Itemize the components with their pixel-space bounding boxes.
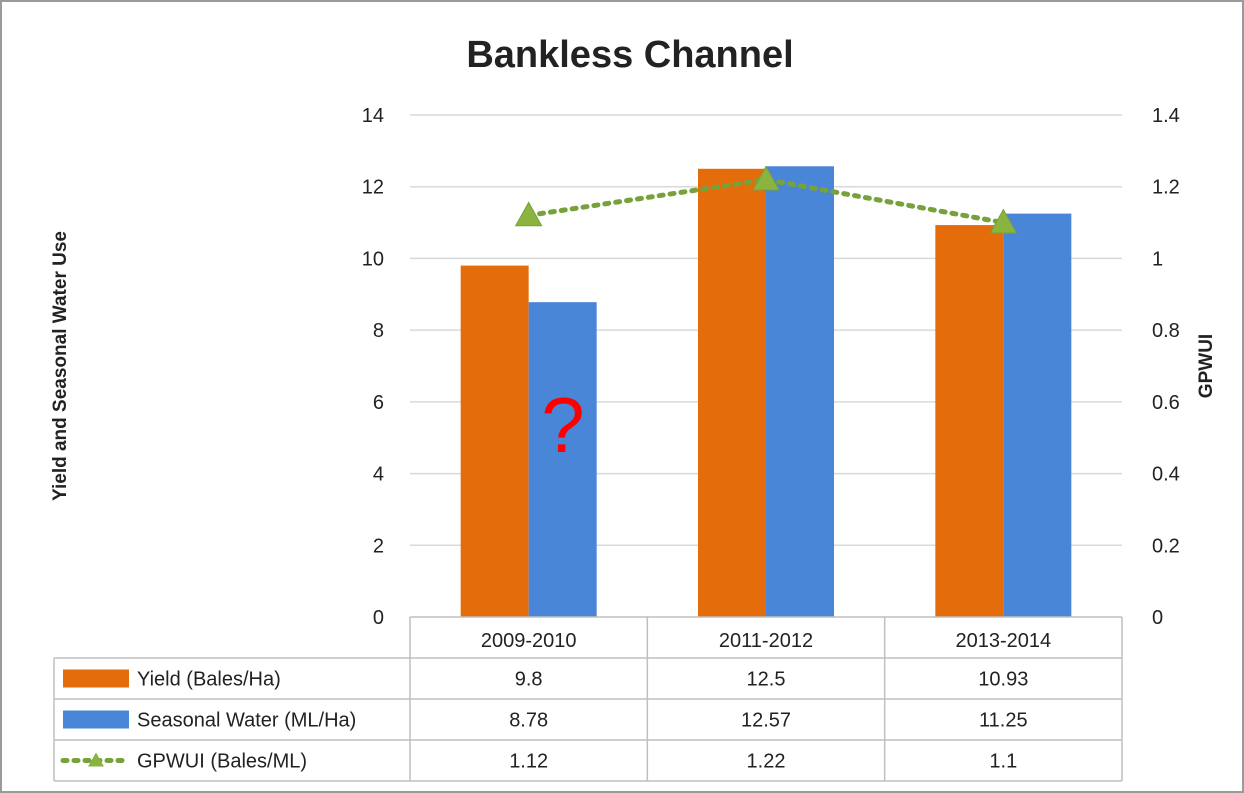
y-tick-label-right: 1 xyxy=(1152,248,1163,270)
line-series xyxy=(514,165,1018,234)
bar-yield xyxy=(460,265,529,617)
table-cell-value: 1.1 xyxy=(989,751,1017,773)
table-cell-value: 8.78 xyxy=(509,710,548,732)
y-tick-label-left: 14 xyxy=(362,105,384,127)
table-cell-value: 10.93 xyxy=(978,669,1028,691)
y-tick-label-right: 0 xyxy=(1152,607,1163,629)
table-cell-value: 1.12 xyxy=(509,751,548,773)
y-axis-label-right: GPWUI xyxy=(1196,334,1217,398)
y-axis-label-left: Yield and Seasonal Water Use xyxy=(50,231,71,501)
bar-yield xyxy=(935,225,1004,617)
bar-seasonal-water xyxy=(1003,213,1072,617)
bar-seasonal-water xyxy=(528,302,597,617)
gpwui-marker xyxy=(514,201,543,227)
table-cell-value: 11.25 xyxy=(979,710,1028,732)
y-tick-label-left: 2 xyxy=(373,535,384,557)
question-mark-annotation: ? xyxy=(541,381,584,469)
y-tick-label-left: 6 xyxy=(373,392,384,414)
x-category-label: 2011-2012 xyxy=(719,630,813,652)
bar-seasonal-water xyxy=(766,166,834,618)
legend-swatch xyxy=(63,669,129,688)
data-table: 2009-2010 2011-2012 2013-2014 Yield (Bales/… xyxy=(53,617,1123,782)
x-category-label: 2013-2014 xyxy=(956,630,1052,652)
axes: 0 0 2 0.2 4 0.4 6 0.6 8 0.8 10 1 12 1.2 14 1.4 xyxy=(362,105,1180,629)
table-cell-value: 1.22 xyxy=(747,751,786,773)
y-tick-label-left: 8 xyxy=(373,320,384,342)
y-tick-label-right: 1.4 xyxy=(1152,105,1180,127)
gpwui-marker xyxy=(752,165,780,191)
legend-label: Yield (Bales/Ha) xyxy=(137,669,281,691)
chart-title: Bankless Channel xyxy=(466,34,793,76)
bar-series xyxy=(460,166,1072,618)
table-cell-value: 12.5 xyxy=(747,669,786,691)
y-tick-label-left: 0 xyxy=(373,607,384,629)
table-cell-value: 9.8 xyxy=(515,669,543,691)
x-category-label: 2009-2010 xyxy=(481,630,577,652)
y-tick-label-left: 10 xyxy=(362,248,384,270)
table-cell-value: 12.57 xyxy=(741,710,791,732)
y-tick-label-right: 0.8 xyxy=(1152,320,1180,342)
bar-yield xyxy=(698,168,766,618)
y-tick-label-right: 0.4 xyxy=(1152,464,1180,486)
y-tick-label-right: 1.2 xyxy=(1152,177,1180,199)
legend-swatch-marker xyxy=(88,752,104,767)
y-tick-label-right: 0.2 xyxy=(1152,535,1180,557)
y-tick-label-left: 4 xyxy=(373,464,384,486)
y-tick-label-left: 12 xyxy=(362,177,384,199)
y-tick-label-right: 0.6 xyxy=(1152,392,1180,414)
legend-label: Seasonal Water (ML/Ha) xyxy=(137,710,356,732)
gpwui-marker xyxy=(989,208,1018,234)
legend-label: GPWUI (Bales/ML) xyxy=(137,751,307,773)
legend-swatch xyxy=(63,710,129,729)
